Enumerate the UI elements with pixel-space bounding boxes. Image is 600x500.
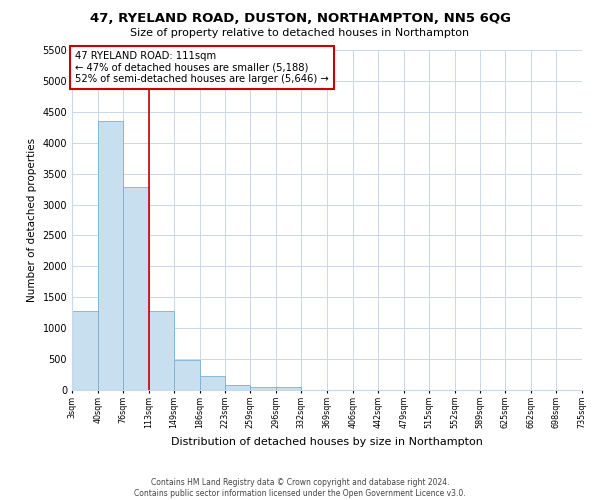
Bar [250, 387, 276, 390]
Bar [174, 360, 199, 390]
Bar [149, 312, 174, 390]
X-axis label: Distribution of detached houses by size in Northampton: Distribution of detached houses by size … [171, 436, 483, 446]
Y-axis label: Number of detached properties: Number of detached properties [27, 138, 37, 302]
Bar [199, 376, 225, 390]
Bar [98, 121, 123, 390]
Bar [225, 386, 250, 390]
Text: Size of property relative to detached houses in Northampton: Size of property relative to detached ho… [130, 28, 470, 38]
Text: 47 RYELAND ROAD: 111sqm
← 47% of detached houses are smaller (5,188)
52% of semi: 47 RYELAND ROAD: 111sqm ← 47% of detache… [75, 51, 329, 84]
Bar [72, 312, 98, 390]
Text: 47, RYELAND ROAD, DUSTON, NORTHAMPTON, NN5 6QG: 47, RYELAND ROAD, DUSTON, NORTHAMPTON, N… [89, 12, 511, 26]
Text: Contains HM Land Registry data © Crown copyright and database right 2024.
Contai: Contains HM Land Registry data © Crown c… [134, 478, 466, 498]
Bar [123, 187, 149, 390]
Bar [276, 387, 301, 390]
